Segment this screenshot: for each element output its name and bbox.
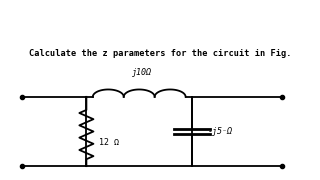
Text: Calculate the z parameters for the circuit in Fig.: Calculate the z parameters for the circu… (29, 49, 291, 58)
Text: j10Ω: j10Ω (132, 68, 152, 77)
Text: -j5⁻Ω: -j5⁻Ω (208, 127, 233, 136)
Text: 12 Ω: 12 Ω (99, 138, 119, 147)
Text: Z parameters Example: Z parameters Example (27, 11, 293, 31)
